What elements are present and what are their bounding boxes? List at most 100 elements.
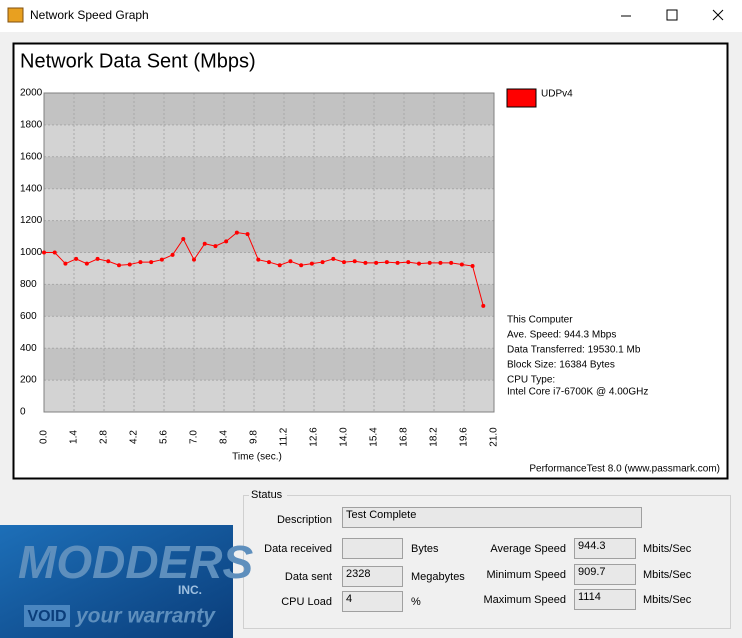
grid-band xyxy=(44,220,494,253)
chart-footer: PerformanceTest 8.0 (www.passmark.com) xyxy=(529,464,720,475)
data-point xyxy=(374,260,379,265)
info-text: Ave. Speed: 944.3 Mbps xyxy=(507,330,616,341)
field-value-box xyxy=(574,589,636,610)
data-point xyxy=(181,236,186,241)
data-point xyxy=(449,260,454,265)
group-box-gap xyxy=(249,489,287,501)
y-tick-label: 0 xyxy=(20,407,26,418)
data-point xyxy=(117,263,121,268)
y-tick-label: 800 xyxy=(20,279,37,290)
data-point xyxy=(149,260,154,265)
maximize-button[interactable] xyxy=(666,9,678,21)
data-point xyxy=(459,262,464,267)
x-tick-label: 1.4 xyxy=(69,430,80,444)
field-value-box xyxy=(342,538,403,559)
x-axis-title: Time (sec.) xyxy=(232,452,282,463)
data-point xyxy=(234,230,239,235)
data-point xyxy=(224,239,229,244)
field-unit: Mbits/Sec xyxy=(643,569,692,581)
data-point xyxy=(106,259,111,264)
y-tick-label: 1400 xyxy=(20,183,43,194)
data-point xyxy=(438,260,443,265)
data-point xyxy=(299,263,304,268)
field-value-box xyxy=(342,591,403,612)
info-text: Data Transferred: 19530.1 Mb xyxy=(507,345,641,356)
data-point xyxy=(395,260,400,265)
data-point xyxy=(320,260,325,265)
y-tick-label: 200 xyxy=(20,375,37,386)
title-bar xyxy=(0,0,742,32)
x-tick-label: 21.0 xyxy=(489,427,500,447)
logo: MODDERS INC. VOID your warranty xyxy=(0,525,253,638)
grid-band xyxy=(44,284,494,317)
field-unit: % xyxy=(411,596,421,608)
data-point xyxy=(481,303,486,308)
field-unit: Mbits/Sec xyxy=(643,594,692,606)
x-tick-label: 15.4 xyxy=(369,427,380,447)
field-unit: Mbits/Sec xyxy=(643,543,692,555)
y-tick-label: 1800 xyxy=(20,120,43,131)
close-button[interactable] xyxy=(712,9,724,21)
y-tick-label: 1000 xyxy=(20,247,43,258)
field-label: CPU Load xyxy=(281,596,332,608)
field-label: Minimum Speed xyxy=(487,569,566,581)
y-tick-label: 1600 xyxy=(20,151,43,162)
data-point xyxy=(42,250,46,255)
data-point xyxy=(331,256,336,261)
field-value-box xyxy=(574,538,636,559)
field-unit: Megabytes xyxy=(411,571,465,583)
data-point xyxy=(352,259,357,264)
group-box xyxy=(243,495,731,629)
data-point xyxy=(213,244,218,249)
x-tick-label: 8.4 xyxy=(219,430,230,444)
data-point xyxy=(63,261,68,266)
data-point xyxy=(267,260,271,265)
data-point xyxy=(84,261,89,266)
field-value-box xyxy=(342,507,642,528)
x-tick-label: 5.6 xyxy=(159,430,170,444)
grid-band xyxy=(44,348,494,381)
field-value: 2328 xyxy=(346,568,370,580)
grid-band xyxy=(44,156,494,189)
logo-tagline: your warranty xyxy=(75,605,216,628)
window-title: Network Speed Graph xyxy=(30,8,149,22)
field-value: 4 xyxy=(346,593,352,605)
x-tick-label: 2.8 xyxy=(99,430,110,444)
data-point xyxy=(309,261,314,266)
field-unit: Bytes xyxy=(411,543,439,555)
logo-suffix: INC. xyxy=(178,583,202,597)
data-point xyxy=(127,262,132,267)
x-tick-label: 14.0 xyxy=(339,427,350,447)
field-value-box xyxy=(574,564,636,585)
data-point xyxy=(342,260,346,265)
info-text: Intel Core i7-6700K @ 4.00GHz xyxy=(507,387,648,398)
data-point xyxy=(95,256,100,261)
data-point xyxy=(417,261,421,266)
legend-swatch xyxy=(506,88,537,108)
chart-title: Network Data Sent (Mbps) xyxy=(20,50,256,72)
x-tick-label: 18.2 xyxy=(429,427,440,447)
info-text: CPU Type: xyxy=(507,375,555,386)
x-tick-label: 9.8 xyxy=(249,430,260,444)
logo-name: MODDERS xyxy=(18,536,253,588)
field-label: Data received xyxy=(264,543,332,555)
data-point xyxy=(159,257,164,262)
info-text: Block Size: 16384 Bytes xyxy=(507,360,615,371)
data-point xyxy=(202,241,207,246)
field-label: Data sent xyxy=(285,571,332,583)
logo-badge-bg xyxy=(24,605,70,627)
y-tick-label: 1200 xyxy=(20,215,43,226)
y-tick-label: 2000 xyxy=(20,88,43,99)
status-panel: Status Description Test Complete Data rece… xyxy=(243,489,731,629)
field-value: 944.3 xyxy=(578,540,606,552)
y-tick-label: 400 xyxy=(20,343,37,354)
data-point xyxy=(470,264,475,269)
data-point xyxy=(256,257,261,262)
data-point xyxy=(427,260,432,265)
legend-label: UDPv4 xyxy=(541,89,573,100)
field-label: Description xyxy=(277,514,332,526)
data-point xyxy=(74,256,79,261)
status-title: Status xyxy=(251,489,283,501)
data-point xyxy=(277,263,282,268)
data-point xyxy=(192,257,196,262)
